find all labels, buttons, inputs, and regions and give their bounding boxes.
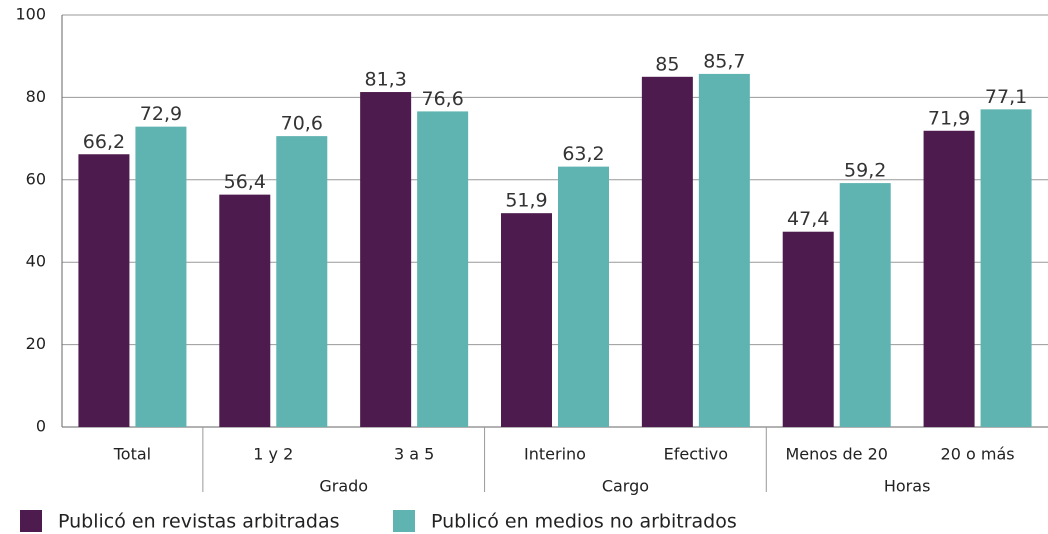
group-label: Cargo (602, 477, 649, 496)
value-label: 72,9 (140, 103, 182, 125)
value-label: 77,1 (985, 86, 1027, 108)
legend-label: Publicó en medios no arbitrados (431, 511, 737, 533)
value-label: 76,6 (421, 88, 463, 110)
bar (698, 73, 750, 427)
value-label: 51,9 (505, 190, 547, 212)
group-label: Grado (319, 477, 368, 496)
value-label: 56,4 (224, 171, 266, 193)
x-tick-label: 3 a 5 (394, 445, 434, 464)
y-tick-label: 60 (26, 169, 46, 188)
value-label: 85,7 (703, 50, 745, 72)
bar (78, 154, 130, 428)
y-tick-label: 80 (26, 87, 46, 106)
x-tick-label: Menos de 20 (785, 445, 887, 464)
bar (782, 231, 834, 427)
group-label: Horas (884, 477, 931, 496)
bar (417, 111, 469, 428)
y-tick-label: 40 (26, 252, 46, 271)
x-tick-label: 20 o más (941, 445, 1015, 464)
bar (276, 136, 328, 428)
bar (135, 126, 187, 427)
bar (839, 183, 891, 427)
legend-swatch (393, 510, 415, 532)
value-label: 70,6 (281, 113, 323, 135)
legend-label: Publicó en revistas arbitradas (58, 511, 340, 533)
bar (360, 92, 412, 427)
x-tick-label: Total (113, 445, 151, 464)
x-tick-label: 1 y 2 (253, 445, 293, 464)
x-tick-label: Efectivo (664, 445, 728, 464)
value-label: 85 (655, 53, 679, 75)
bar (558, 166, 609, 427)
x-tick-label: Interino (524, 445, 586, 464)
value-label: 71,9 (928, 107, 970, 129)
value-label: 81,3 (364, 69, 406, 91)
bar (501, 213, 552, 427)
y-tick-label: 100 (15, 5, 46, 24)
value-label: 59,2 (844, 160, 886, 182)
bar (923, 130, 975, 427)
y-tick-label: 0 (36, 417, 46, 436)
bar (219, 194, 271, 427)
value-label: 47,4 (787, 208, 829, 230)
legend-swatch (20, 510, 42, 532)
bar (641, 76, 693, 428)
y-tick-label: 20 (26, 334, 46, 353)
value-label: 66,2 (83, 131, 125, 153)
value-label: 63,2 (562, 143, 604, 165)
bar (980, 109, 1032, 428)
